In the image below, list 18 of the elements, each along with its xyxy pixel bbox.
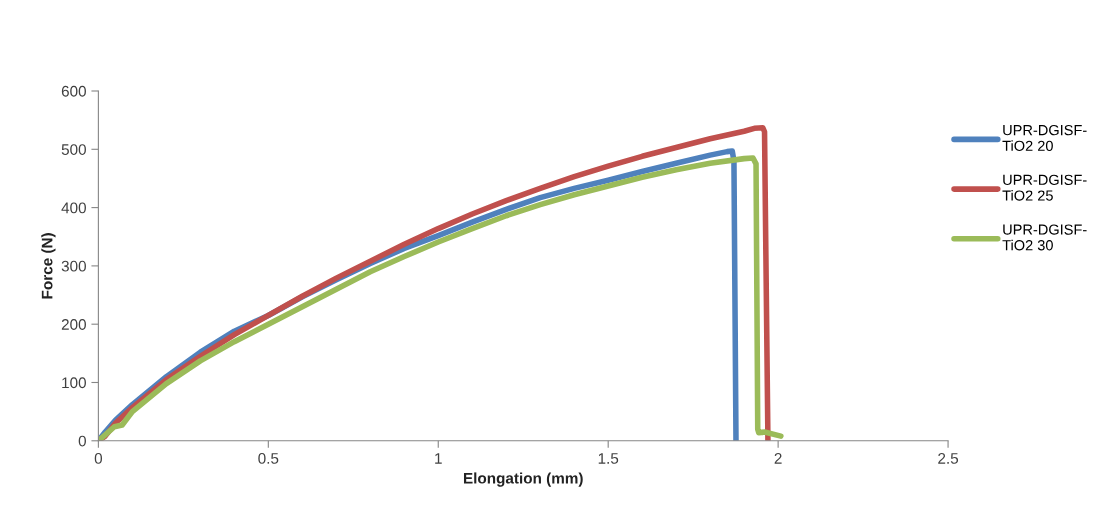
y-tick-label: 200 (61, 319, 86, 330)
x-tick-label: 2 (774, 453, 782, 464)
y-tick-label: 0 (78, 435, 86, 447)
y-tick-label: 400 (61, 202, 86, 214)
y-tick-label: 100 (62, 377, 86, 389)
legend-label: UPR-DGISF- TiO2 20 (1002, 124, 1087, 151)
legend-label: UPR-DGISF- TiO2 30 (1002, 224, 1087, 251)
y-tick-label: 600 (61, 85, 86, 97)
x-tick-label: 2.5 (938, 453, 959, 464)
x-tick-label: 0 (94, 453, 103, 464)
y-tick-label: 500 (61, 144, 86, 155)
y-axis-title: Force (N) (41, 233, 56, 299)
x-tick-label: 1 (435, 453, 442, 464)
x-tick-label: 1.5 (598, 453, 619, 464)
legend-label: UPR-DGISF- TiO2 25 (1002, 174, 1087, 201)
x-axis-title: Elongation (mm) (463, 472, 583, 487)
y-tick-label: 300 (61, 260, 86, 272)
x-tick-label: 0.5 (258, 453, 279, 464)
